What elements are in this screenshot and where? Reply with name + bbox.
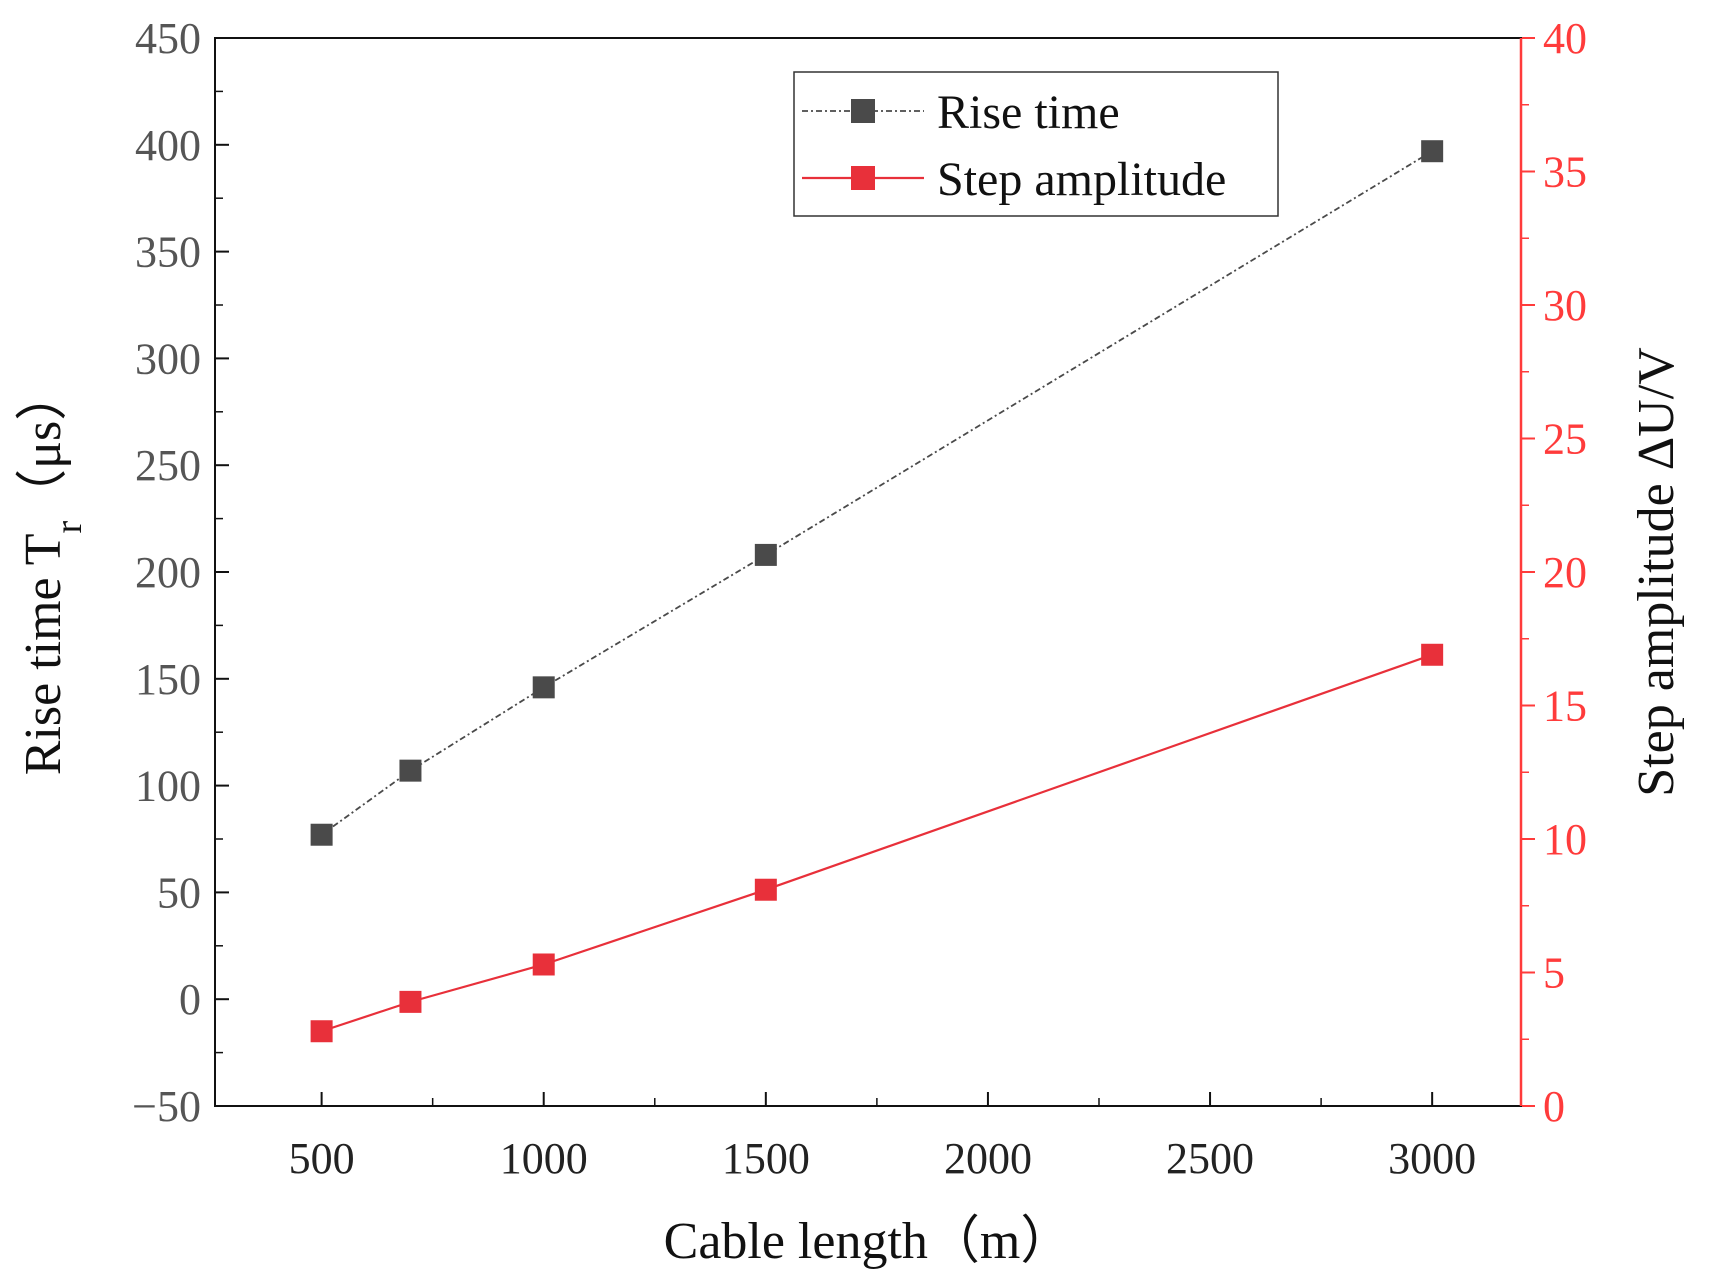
left-axis-tick-label: 150 — [135, 655, 201, 704]
right-axis-tick-label: 40 — [1543, 14, 1587, 63]
left-axis-tick-label: 350 — [135, 228, 201, 277]
rise-time-marker — [1421, 140, 1444, 163]
x-axis-tick-label: 2000 — [944, 1134, 1032, 1183]
x-axis-tick-label: 3000 — [1388, 1134, 1476, 1183]
left-y-axis-title: Rise time Tr（μs） — [15, 369, 90, 775]
right-axis-tick-label: 5 — [1543, 949, 1565, 998]
right-axis-tick-label: 10 — [1543, 815, 1587, 864]
right-axis-tick-label: 0 — [1543, 1082, 1565, 1131]
legend-box — [793, 71, 1279, 217]
left-axis-tick-label: −50 — [132, 1082, 201, 1131]
left-axis-tick-label: 200 — [135, 548, 201, 597]
left-axis-tick-label: 50 — [157, 868, 201, 917]
right-y-axis-title: Step amplitude ΔU/V — [1628, 347, 1685, 796]
left-axis-tick-label: 100 — [135, 762, 201, 811]
legend-rise-time-marker — [851, 99, 875, 123]
left-axis-tick-label: 400 — [135, 121, 201, 170]
rise-time-marker — [754, 543, 777, 566]
rise-time-marker — [532, 676, 555, 699]
x-axis-tick-label: 2500 — [1166, 1134, 1254, 1183]
left-y-axis-title-main: Rise time T — [15, 534, 72, 776]
step-amplitude-marker — [1421, 643, 1444, 666]
x-axis-tick-label: 1500 — [722, 1134, 810, 1183]
left-axis-tick-label: 250 — [135, 441, 201, 490]
left-axis-tick-label: 300 — [135, 334, 201, 383]
left-axis-tick-label: 450 — [135, 14, 201, 63]
step-amplitude-marker — [310, 1020, 333, 1043]
step-amplitude-marker — [399, 990, 422, 1013]
rise-time-line — [321, 150, 1433, 836]
left-y-axis-title-unit: （μs） — [15, 369, 72, 521]
x-axis-tick-label: 500 — [289, 1134, 355, 1183]
legend-step-amplitude-label: Step amplitude — [937, 153, 1226, 206]
step-amplitude-marker — [532, 953, 555, 976]
legend-rise-time-label: Rise time — [937, 86, 1120, 139]
left-y-axis-title-subscript: r — [48, 521, 90, 534]
right-axis-tick-label: 25 — [1543, 415, 1587, 464]
rise-time-marker — [399, 759, 422, 782]
step-amplitude-line — [321, 653, 1433, 1033]
legend: Rise time Step amplitude — [793, 71, 1279, 217]
right-axis-tick-label: 30 — [1543, 281, 1587, 330]
rise-time-marker — [310, 823, 333, 846]
legend-step-amplitude-marker — [851, 166, 875, 190]
x-axis-title: Cable length（m） — [664, 1213, 1073, 1270]
series-layer — [310, 140, 1444, 1043]
right-axis-tick-label: 20 — [1543, 548, 1587, 597]
right-axis-tick-label: 35 — [1543, 148, 1587, 197]
step-amplitude-marker — [754, 878, 777, 901]
right-axis-tick-label: 15 — [1543, 682, 1587, 731]
axis-ticks-layer — [215, 37, 1535, 1107]
tick-labels-layer: −50 0 50 100 150 200 250 300 350 400 450 0 5 10 15 20 25… — [132, 14, 1587, 1183]
left-axis-tick-label: 0 — [179, 975, 201, 1024]
x-axis-tick-label: 1000 — [500, 1134, 588, 1183]
